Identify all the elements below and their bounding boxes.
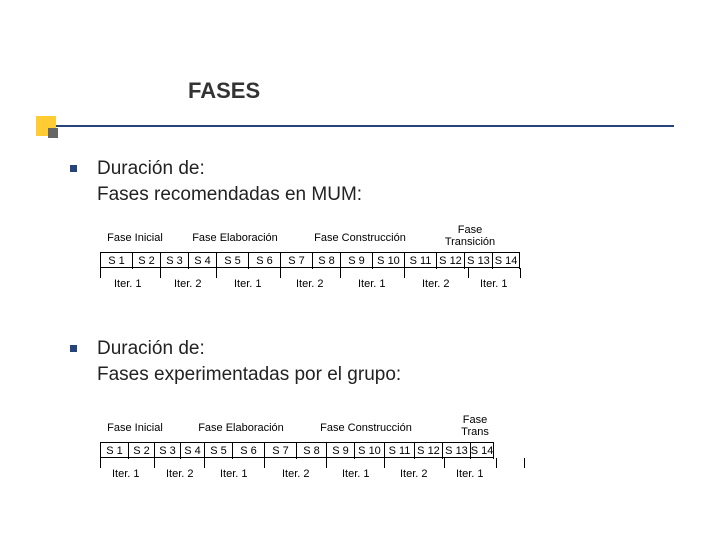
- week-cell: S 4: [188, 253, 216, 269]
- tick-mark: [496, 458, 497, 468]
- section-experienced: Duración de: Fases experimentadas por el…: [70, 336, 401, 389]
- iteration-labels-row-2: Iter. 1 Iter. 2 Iter. 1 Iter. 2 Iter. 1 Iter.…: [100, 468, 494, 484]
- iteration-label: Iter. 1: [220, 468, 248, 480]
- week-cell: S 10: [354, 443, 384, 459]
- week-cell: S 3: [160, 253, 188, 269]
- phase-label: Fase Inicial: [100, 422, 170, 434]
- slide-title: FASES: [188, 78, 260, 103]
- week-cell: S 10: [372, 253, 404, 269]
- tick-mark: [100, 268, 101, 278]
- bullet-icon: [70, 165, 77, 172]
- week-cell: S 7: [280, 253, 312, 269]
- iteration-label: Iter. 1: [112, 468, 140, 480]
- week-cells-row-2: S 1S 2S 3S 4S 5S 6S 7S 8S 9S 10S 11S 12S…: [100, 442, 494, 458]
- tick-marks-row-1: [100, 268, 520, 278]
- week-cell: S 14: [470, 443, 494, 459]
- tick-mark: [280, 268, 281, 278]
- week-cell: S 9: [340, 253, 372, 269]
- phase-label: FaseTransición: [440, 224, 500, 248]
- iteration-label: Iter. 1: [480, 278, 508, 290]
- accent-decoration: [36, 116, 674, 136]
- iteration-label: Iter. 2: [400, 468, 428, 480]
- iteration-labels-row-1: Iter. 1 Iter. 2 Iter. 1 Iter. 2 Iter. 1 Iter.…: [100, 278, 520, 294]
- phase-label: FaseTrans: [450, 414, 500, 438]
- tick-mark: [444, 458, 445, 468]
- tick-mark: [384, 458, 385, 468]
- bullet-item-2: Duración de: Fases experimentadas por el…: [70, 336, 401, 387]
- iteration-label: Iter. 1: [358, 278, 386, 290]
- week-cell: S 12: [414, 443, 442, 459]
- tick-mark: [204, 458, 205, 468]
- tick-mark: [154, 458, 155, 468]
- phase-label: Fase Elaboración: [180, 232, 290, 244]
- week-cell: S 2: [128, 443, 154, 459]
- bullet-item-1: Duración de: Fases recomendadas en MUM:: [70, 156, 362, 207]
- iteration-label: Iter. 2: [166, 468, 194, 480]
- section1-line2: Fases recomendadas en MUM:: [97, 184, 362, 205]
- iteration-label: Iter. 2: [282, 468, 310, 480]
- phase-label: Fase Construcción: [306, 422, 426, 434]
- bullet-icon: [70, 345, 77, 352]
- phase-label: Fase Elaboración: [186, 422, 296, 434]
- week-cell: S 12: [436, 253, 464, 269]
- week-cell: S 1: [100, 443, 128, 459]
- phase-labels-row-1: Fase Inicial Fase Elaboración Fase Constru…: [100, 224, 520, 252]
- phase-diagram-recommended: Fase Inicial Fase Elaboración Fase Constru…: [100, 224, 520, 294]
- accent-square-inner: [48, 128, 58, 138]
- week-cell: S 14: [492, 253, 520, 269]
- week-cell: S 6: [232, 443, 264, 459]
- week-cell: S 13: [442, 443, 470, 459]
- section-recommended: Duración de: Fases recomendadas en MUM:: [70, 156, 362, 209]
- tick-mark: [160, 268, 161, 278]
- tick-mark: [404, 268, 405, 278]
- iteration-label: Iter. 1: [342, 468, 370, 480]
- section2-line1: Duración de:: [97, 338, 205, 359]
- phase-label: Fase Construcción: [300, 232, 420, 244]
- tick-mark: [326, 458, 327, 468]
- accent-square: [36, 116, 56, 136]
- tick-mark: [100, 458, 101, 468]
- slide-title-block: FASES: [188, 78, 260, 104]
- week-cell: S 5: [204, 443, 232, 459]
- week-cell: S 2: [132, 253, 160, 269]
- tick-mark: [264, 458, 265, 468]
- iteration-label: Iter. 2: [174, 278, 202, 290]
- week-cell: S 13: [464, 253, 492, 269]
- week-cell: S 3: [154, 443, 180, 459]
- section-text-1: Duración de: Fases recomendadas en MUM:: [97, 156, 362, 207]
- iteration-label: Iter. 1: [456, 468, 484, 480]
- iteration-label: Iter. 2: [296, 278, 324, 290]
- tick-mark: [216, 268, 217, 278]
- tick-mark: [468, 268, 469, 278]
- tick-mark: [340, 268, 341, 278]
- tick-mark: [524, 458, 525, 468]
- week-cells-row-1: S 1S 2S 3S 4S 5S 6S 7S 8S 9S 10S 11S 12S…: [100, 252, 520, 268]
- phase-diagram-experienced: Fase Inicial Fase Elaboración Fase Constru…: [100, 414, 494, 484]
- iteration-label: Iter. 1: [114, 278, 142, 290]
- week-cell: S 8: [296, 443, 326, 459]
- week-cell: S 11: [384, 443, 414, 459]
- accent-underline: [56, 125, 674, 127]
- week-cell: S 9: [326, 443, 354, 459]
- week-cell: S 11: [404, 253, 436, 269]
- week-cell: S 6: [248, 253, 280, 269]
- phase-label: Fase Inicial: [100, 232, 170, 244]
- week-cell: S 1: [100, 253, 132, 269]
- week-cell: S 7: [264, 443, 296, 459]
- tick-mark: [520, 268, 521, 278]
- section2-line2: Fases experimentadas por el grupo:: [97, 364, 401, 385]
- week-cell: S 4: [180, 443, 204, 459]
- iteration-label: Iter. 2: [422, 278, 450, 290]
- iteration-label: Iter. 1: [234, 278, 262, 290]
- tick-marks-row-2: [100, 458, 494, 468]
- section-text-2: Duración de: Fases experimentadas por el…: [97, 336, 401, 387]
- week-cell: S 8: [312, 253, 340, 269]
- section1-line1: Duración de:: [97, 158, 205, 179]
- week-cell: S 5: [216, 253, 248, 269]
- phase-labels-row-2: Fase Inicial Fase Elaboración Fase Constru…: [100, 414, 494, 442]
